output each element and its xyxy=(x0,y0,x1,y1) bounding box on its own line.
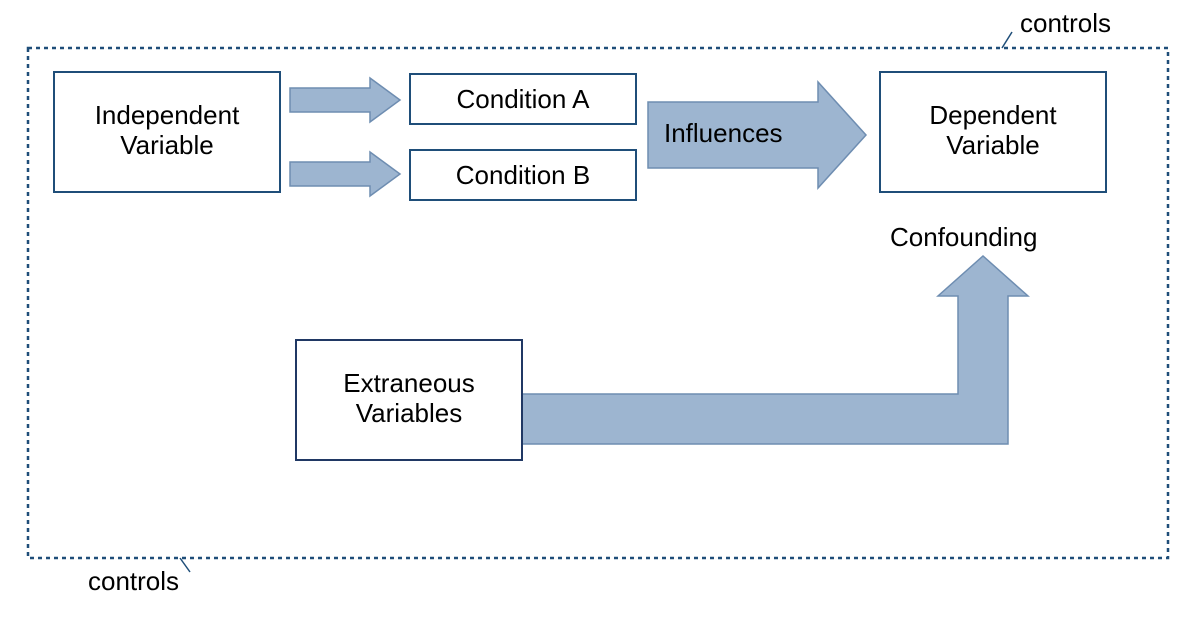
confounding-label: Confounding xyxy=(890,222,1037,252)
dependent-variable-box-text-line-0: Dependent xyxy=(929,100,1057,130)
controls-label-bottom: controls xyxy=(88,566,179,596)
arrow-to-condition-b xyxy=(290,152,400,196)
condition-a-box-text: Condition A xyxy=(457,84,591,114)
influences-label: Influences xyxy=(664,118,783,148)
arrow-to-condition-a xyxy=(290,78,400,122)
independent-variable-box-text-line-0: Independent xyxy=(95,100,240,130)
independent-variable-box-text-line-1: Variable xyxy=(120,130,213,160)
dependent-variable-box-text-line-1: Variable xyxy=(946,130,1039,160)
extraneous-variables-box-text-line-0: Extraneous xyxy=(343,368,475,398)
controls-tick-bottom xyxy=(180,558,190,572)
condition-b-box-text: Condition B xyxy=(456,160,590,190)
controls-label-top: controls xyxy=(1020,8,1111,38)
arrow-confounding xyxy=(522,256,1028,444)
controls-tick-top xyxy=(1002,32,1012,48)
extraneous-variables-box-text-line-1: Variables xyxy=(356,398,462,428)
